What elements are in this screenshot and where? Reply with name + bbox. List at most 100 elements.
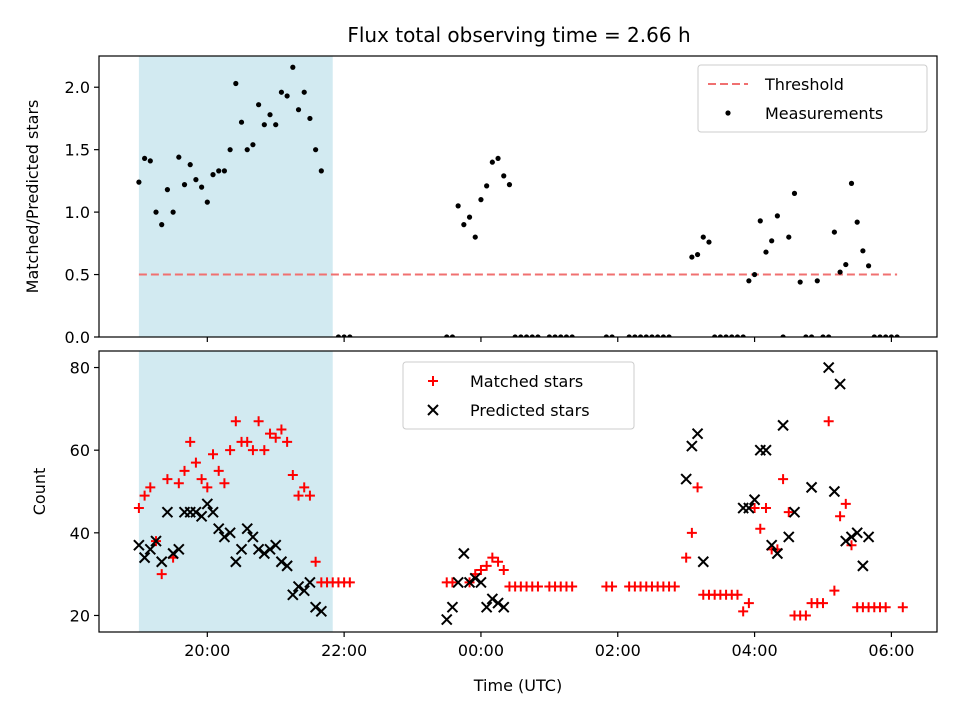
legend-label: Threshold bbox=[764, 75, 844, 94]
data-point bbox=[224, 527, 236, 539]
data-point bbox=[495, 155, 501, 162]
data-point bbox=[207, 506, 219, 518]
data-point bbox=[723, 334, 729, 337]
y-tick-label: 80 bbox=[70, 359, 90, 378]
y-tick-label: 40 bbox=[70, 524, 90, 543]
data-point bbox=[760, 444, 772, 456]
data-layer bbox=[136, 64, 900, 337]
data-point bbox=[692, 482, 703, 493]
data-point bbox=[765, 539, 778, 551]
data-point bbox=[144, 543, 157, 556]
data-point bbox=[153, 209, 159, 215]
data-point bbox=[258, 547, 271, 560]
data-point bbox=[689, 254, 695, 260]
data-point bbox=[276, 424, 287, 435]
data-point bbox=[458, 547, 470, 560]
count-panel: 20:00 22:00 00:00 02:00 04:00 06:00 20 40 60 80 Co… bbox=[30, 350, 938, 695]
data-point bbox=[463, 576, 476, 589]
data-point bbox=[814, 278, 820, 284]
data-point bbox=[834, 378, 846, 390]
data-point bbox=[492, 597, 504, 609]
data-point bbox=[190, 457, 201, 468]
data-point bbox=[840, 535, 852, 547]
data-point bbox=[518, 334, 524, 337]
data-point bbox=[857, 560, 869, 572]
data-point bbox=[270, 432, 281, 443]
data-point bbox=[894, 334, 900, 337]
data-point bbox=[848, 180, 855, 186]
data-point bbox=[461, 222, 467, 228]
data-point bbox=[626, 334, 632, 337]
data-point bbox=[843, 261, 849, 268]
data-point bbox=[233, 80, 239, 87]
data-point bbox=[218, 531, 231, 543]
data-point bbox=[734, 334, 741, 337]
data-point bbox=[860, 248, 866, 254]
ratio-panel: 0.0 0.5 1.0 1.5 2.0 Matched/Predicted stars Th… bbox=[23, 55, 938, 347]
data-point bbox=[466, 214, 473, 220]
data-point bbox=[173, 543, 185, 556]
data-point bbox=[247, 531, 259, 543]
data-point bbox=[335, 334, 342, 337]
data-point bbox=[444, 334, 450, 337]
data-point bbox=[743, 598, 754, 609]
data-point bbox=[888, 334, 894, 337]
data-point bbox=[835, 511, 846, 522]
data-point bbox=[660, 334, 666, 337]
data-point bbox=[170, 209, 176, 215]
data-point bbox=[529, 334, 535, 337]
data-point bbox=[208, 449, 219, 460]
data-point bbox=[845, 531, 858, 543]
data-point bbox=[341, 334, 347, 337]
data-point bbox=[797, 279, 803, 285]
data-point bbox=[840, 498, 851, 509]
data-point bbox=[681, 552, 692, 563]
data-point bbox=[484, 183, 490, 189]
legend-label: Matched stars bbox=[470, 372, 583, 391]
data-point bbox=[284, 93, 290, 99]
data-point bbox=[871, 334, 877, 337]
data-point bbox=[680, 473, 692, 485]
data-point bbox=[786, 234, 792, 240]
data-point bbox=[700, 234, 706, 240]
data-point bbox=[823, 416, 834, 427]
data-point bbox=[791, 190, 798, 196]
data-point bbox=[210, 172, 216, 178]
data-point bbox=[310, 556, 321, 567]
data-point bbox=[446, 601, 459, 613]
x-tick-label: 00:00 bbox=[458, 641, 504, 660]
data-point bbox=[486, 593, 499, 605]
data-point bbox=[264, 543, 276, 556]
data-point bbox=[261, 122, 267, 128]
data-point bbox=[139, 490, 150, 501]
data-point bbox=[760, 503, 771, 514]
data-point bbox=[282, 436, 293, 447]
data-point bbox=[569, 334, 575, 337]
data-point bbox=[567, 581, 578, 592]
data-point bbox=[862, 531, 875, 543]
data-point bbox=[480, 601, 493, 613]
data-point bbox=[851, 527, 863, 539]
data-point bbox=[817, 598, 828, 609]
data-point bbox=[235, 543, 248, 556]
y-tick-label: 1.5 bbox=[65, 141, 90, 160]
data-point bbox=[498, 565, 509, 576]
data-point bbox=[749, 503, 760, 514]
data-point bbox=[748, 494, 761, 506]
data-point bbox=[142, 155, 148, 162]
data-point bbox=[190, 506, 202, 518]
data-point bbox=[290, 64, 296, 70]
data-point bbox=[501, 173, 507, 179]
data-point bbox=[176, 154, 182, 160]
data-point bbox=[133, 503, 144, 514]
data-point bbox=[829, 585, 840, 596]
data-point bbox=[259, 445, 270, 456]
data-point bbox=[281, 560, 293, 572]
data-point bbox=[253, 416, 264, 427]
data-point bbox=[746, 278, 752, 284]
data-point bbox=[632, 334, 638, 337]
data-point bbox=[161, 506, 174, 518]
data-point bbox=[304, 490, 315, 501]
legend-box bbox=[402, 361, 635, 430]
